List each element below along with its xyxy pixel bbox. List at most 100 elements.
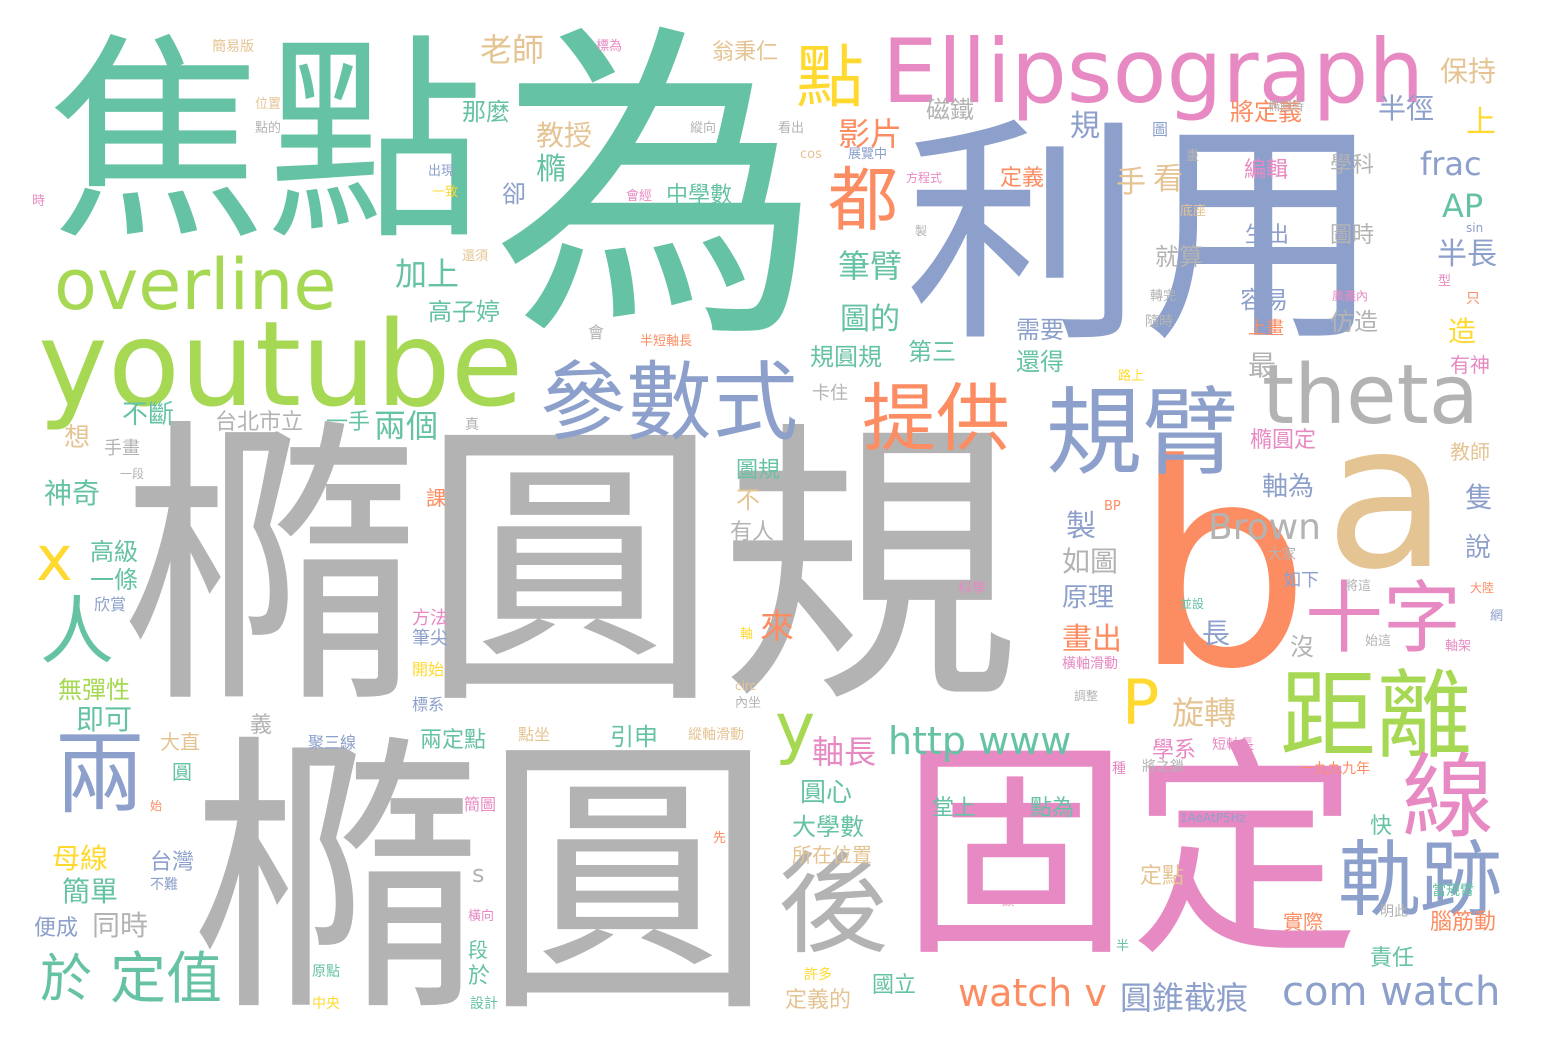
- word-banchang: 半長: [1437, 237, 1497, 272]
- word-hengzhouhuadong: 橫軸滑動: [1062, 656, 1118, 672]
- word-zhoujia: 軸架: [1445, 639, 1472, 654]
- word-dianwei: 點為: [1030, 796, 1075, 821]
- word-yu: 於: [40, 950, 93, 1010]
- word-dangguibi: 當規臂: [1432, 883, 1474, 899]
- word-suishi: 隨時: [1145, 314, 1173, 330]
- word-bingshe: 並設: [1180, 597, 1205, 611]
- word-httpwww: http www: [888, 719, 1072, 763]
- word-tiaozheng: 調整: [1074, 689, 1099, 703]
- word-shouhua: 手畫: [104, 438, 140, 459]
- word-xuyao: 需要: [1016, 316, 1064, 344]
- word-dalu: 大陸: [1470, 581, 1495, 595]
- word-liangge: 兩個: [374, 407, 439, 445]
- word-shiji: 實際: [1283, 910, 1323, 934]
- word-shuo: 說: [1465, 533, 1492, 563]
- word-jiantu: 簡圖: [464, 795, 497, 814]
- word-a: a: [1325, 381, 1448, 614]
- word-wang: 網: [1490, 609, 1504, 624]
- word-ellipsograph: Ellipsograph: [882, 20, 1425, 123]
- word-huachu: 畫出: [1062, 622, 1122, 657]
- word-bp: BP: [1104, 499, 1121, 514]
- word-zhongyang: 中央: [312, 996, 340, 1012]
- word-yi: 義: [250, 713, 273, 738]
- word-xian: 線: [1402, 744, 1495, 851]
- word-brown: Brown: [1208, 507, 1321, 548]
- word-zhi4: 製: [915, 224, 928, 238]
- word-kexue: 科學: [958, 581, 986, 597]
- word-gui: 規: [1070, 109, 1100, 144]
- word-ruxia: 如下: [1283, 570, 1319, 591]
- word-yingpian: 影片: [838, 115, 903, 153]
- word-neizuo: 內坐: [735, 696, 762, 711]
- word-shengchu: 生出: [1245, 223, 1290, 248]
- word-name: 那麼: [462, 98, 510, 126]
- word-circ: circ: [735, 679, 757, 693]
- word-tuoyuanding: 橢圓定: [1250, 428, 1317, 453]
- word-dingyide: 定義的: [785, 988, 852, 1013]
- word-zongxiang: 縱向: [690, 121, 717, 136]
- word-ke: 課: [426, 486, 446, 510]
- word-zhanlanzhong: 展覽中: [848, 147, 888, 162]
- word-bijian: 筆尖: [412, 628, 448, 649]
- word-kan: 看: [1153, 162, 1183, 197]
- word-laoshi: 老師: [480, 31, 545, 69]
- word-sin: sin: [1466, 221, 1484, 235]
- word-yinshen: 引申: [610, 723, 658, 751]
- word-xing: 型: [1438, 274, 1452, 289]
- word-liang: 兩: [55, 722, 145, 827]
- word-zhouchang: 軸長: [812, 733, 877, 771]
- word-jiangdingyi: 將定義: [1230, 98, 1302, 126]
- word-mei: 沒: [1290, 633, 1314, 661]
- word-shou: 手: [1116, 165, 1146, 200]
- word-yizhi: 一致: [432, 185, 459, 200]
- word-tuo: 橢: [536, 152, 566, 187]
- word-taiwan: 台灣: [150, 850, 195, 875]
- word-hengxiang: 橫向: [468, 909, 495, 924]
- word-yuanli: 原理: [1062, 583, 1115, 613]
- word-canshushi: 參數式: [540, 353, 798, 453]
- word-tude: 圖的: [840, 302, 900, 337]
- word-dizuo: 底座: [1180, 204, 1207, 219]
- word-hua: 畫: [1186, 149, 1200, 164]
- word-yuanxin: 圓心: [800, 778, 853, 808]
- word-xuanzhuan: 旋轉: [1172, 694, 1237, 732]
- word-xian2: 先: [713, 831, 727, 846]
- word-shizi: 十字: [1305, 574, 1462, 664]
- word-zui: 最: [1248, 349, 1277, 382]
- word-frac: frac: [1420, 145, 1482, 183]
- word-citie: 磁鐵: [926, 96, 974, 124]
- word-zhong: 種: [1112, 761, 1126, 777]
- word-y: y: [775, 689, 816, 768]
- word-jusanxian: 聚三線: [308, 733, 357, 752]
- word-kuai: 快: [1370, 814, 1393, 839]
- word-yu2: 於: [468, 964, 491, 989]
- word-disan: 第三: [908, 338, 956, 366]
- word-yuandian: 原點: [312, 964, 340, 980]
- word-sheji: 設計: [470, 996, 498, 1012]
- word-yishou: 一手: [326, 410, 371, 435]
- word-liangdingdian: 兩定點: [420, 728, 487, 753]
- word-guding: 固定: [900, 721, 1361, 988]
- word-que: 卻: [502, 180, 526, 208]
- word-shi: 時: [32, 194, 46, 209]
- word-shenqi: 神奇: [44, 477, 101, 510]
- word-bianji: 編輯: [1244, 158, 1289, 183]
- word-x: x: [36, 522, 73, 595]
- word-fangfa: 方法: [412, 608, 448, 629]
- word-dingdian: 定點: [1140, 864, 1185, 889]
- word-zhouwei: 軸為: [1262, 472, 1315, 502]
- word-jike: 即可: [76, 703, 133, 736]
- word-fangchengshi: 方程式: [906, 171, 943, 185]
- word-b: b: [1133, 405, 1311, 731]
- word-rutu: 如圖: [1062, 545, 1119, 578]
- word-guiyuangui: 規圓規: [810, 343, 882, 371]
- word-gaoji: 高級: [90, 538, 138, 566]
- word-biancheng: 便成: [34, 916, 79, 941]
- word-shang: 上: [1466, 105, 1496, 140]
- word-diande: 點的: [255, 121, 282, 136]
- word-tushi: 圖時: [1330, 223, 1375, 248]
- word-jiangzhisuo: 將之鎖: [1142, 759, 1184, 775]
- word-dian: 點: [796, 39, 865, 118]
- word-tu: 圖: [1152, 120, 1169, 139]
- word-guibi: 規臂: [1046, 377, 1238, 489]
